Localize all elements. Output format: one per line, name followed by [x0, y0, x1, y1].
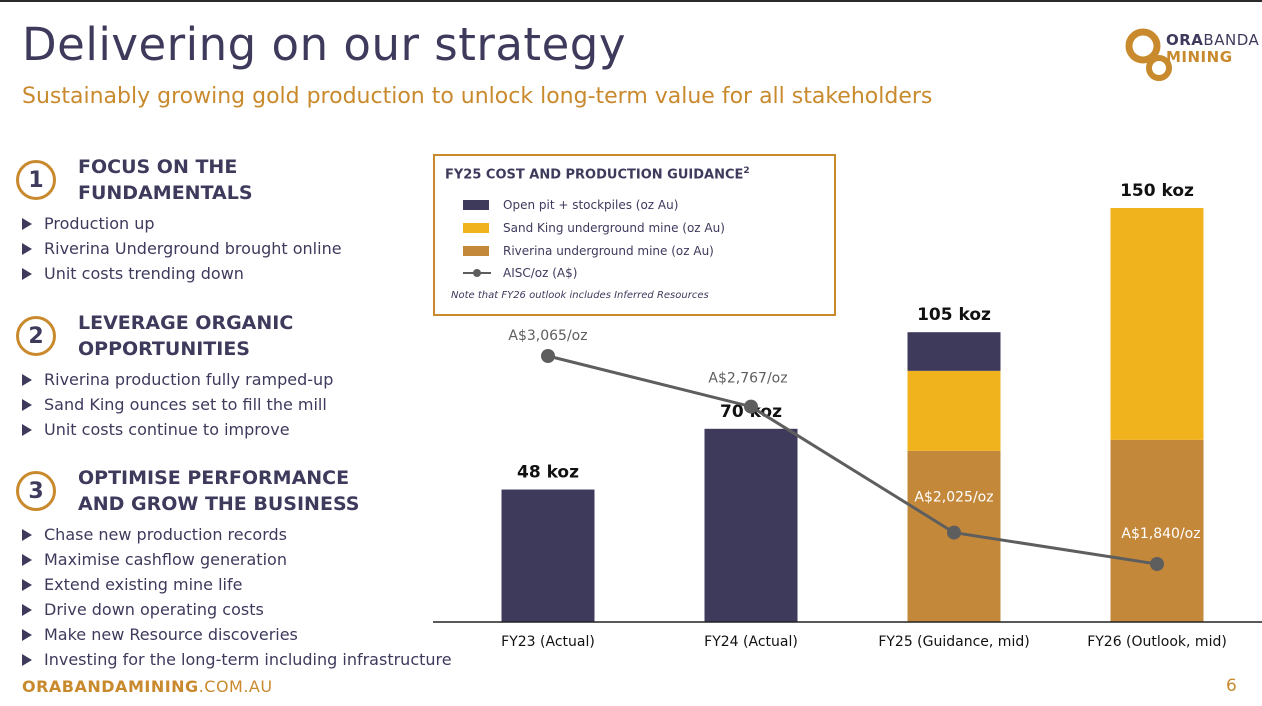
bullet-arrow-icon — [22, 268, 32, 280]
section-bullet-list: Production up Riverina Underground broug… — [22, 211, 342, 286]
aisc-data-label: A$2,767/oz — [708, 371, 787, 387]
bullet-arrow-icon — [22, 629, 32, 641]
page-title: Delivering on our strategy — [22, 18, 626, 71]
list-item: Drive down operating costs — [22, 597, 452, 622]
bullet-arrow-icon — [22, 529, 32, 541]
list-item: Unit costs continue to improve — [22, 417, 333, 442]
list-item: Riverina Underground brought online — [22, 236, 342, 261]
bullet-arrow-icon — [22, 218, 32, 230]
bullet-arrow-icon — [22, 243, 32, 255]
section-number-badge: 1 — [16, 160, 56, 200]
bullet-arrow-icon — [22, 579, 32, 591]
bar-total-label: 48 koz — [517, 463, 579, 483]
aisc-point — [1150, 557, 1164, 571]
aisc-data-label: A$3,065/oz — [508, 328, 587, 344]
x-tick-label: FY23 (Actual) — [501, 634, 595, 650]
bar-segment — [501, 489, 595, 622]
bar-total-label: 150 koz — [1120, 181, 1194, 201]
legend-note: Note that FY26 outlook includes Inferred… — [451, 290, 709, 301]
aisc-point — [744, 399, 758, 414]
page-number: 6 — [1226, 676, 1237, 696]
list-item: Production up — [22, 211, 342, 236]
list-item: Extend existing mine life — [22, 572, 452, 597]
bullet-arrow-icon — [22, 424, 32, 436]
section-bullet-list: Riverina production fully ramped-up Sand… — [22, 367, 333, 442]
top-rule — [0, 0, 1262, 2]
legend-title: FY25 COST AND PRODUCTION GUIDANCE2 — [445, 166, 750, 183]
list-item: Make new Resource discoveries — [22, 622, 452, 647]
list-item: Chase new production records — [22, 522, 452, 547]
logo-wordmark: ORABANDA MINING — [1166, 32, 1259, 66]
bar-total-label: 105 koz — [917, 305, 991, 325]
section-title: FOCUS ON THE FUNDAMENTALS — [78, 156, 253, 204]
logo-mining: MINING — [1166, 48, 1233, 66]
chart-legend: FY25 COST AND PRODUCTION GUIDANCE2 Open … — [433, 154, 836, 316]
list-item: Riverina production fully ramped-up — [22, 367, 333, 392]
footer-website[interactable]: ORABANDAMINING.COM.AU — [22, 677, 273, 696]
bar-segment — [907, 332, 1001, 371]
x-tick-label: FY25 (Guidance, mid) — [878, 634, 1029, 650]
aisc-data-label: A$1,840/oz — [1121, 526, 1200, 542]
aisc-data-label: A$2,025/oz — [914, 490, 993, 506]
legend-swatch — [463, 223, 489, 233]
section-number-badge: 2 — [16, 316, 56, 356]
ora-banda-logo-icon — [1125, 28, 1172, 81]
aisc-line — [547, 354, 1158, 566]
logo-banda: BANDA — [1203, 31, 1260, 49]
list-item: Sand King ounces set to fill the mill — [22, 392, 333, 417]
section-title: LEVERAGE ORGANIC OPPORTUNITIES — [78, 312, 294, 360]
section-title: OPTIMISE PERFORMANCE AND GROW THE BUSINE… — [78, 467, 360, 515]
aisc-point — [947, 525, 961, 540]
section-number-badge: 3 — [16, 471, 56, 511]
x-tick-label: FY24 (Actual) — [704, 634, 798, 650]
legend-line-marker-icon — [463, 269, 491, 277]
section-bullet-list: Chase new production records Maximise ca… — [22, 522, 452, 672]
bar-segment — [704, 428, 798, 622]
bar-segment — [1110, 208, 1204, 440]
x-tick-label: FY26 (Outlook, mid) — [1087, 634, 1227, 650]
list-item: Maximise cashflow generation — [22, 547, 452, 572]
bullet-arrow-icon — [22, 654, 32, 666]
bar-segment — [1110, 439, 1204, 622]
list-item: Investing for the long-term including in… — [22, 647, 452, 672]
legend-swatch — [463, 246, 489, 256]
bar-segment — [907, 370, 1001, 451]
bullet-arrow-icon — [22, 374, 32, 386]
aisc-point — [541, 349, 555, 363]
list-item: Unit costs trending down — [22, 261, 342, 286]
bullet-arrow-icon — [22, 399, 32, 411]
logo-ora: ORA — [1166, 31, 1204, 49]
legend-swatch — [463, 200, 489, 210]
page-subtitle: Sustainably growing gold production to u… — [22, 84, 933, 109]
bullet-arrow-icon — [22, 604, 32, 616]
bullet-arrow-icon — [22, 554, 32, 566]
